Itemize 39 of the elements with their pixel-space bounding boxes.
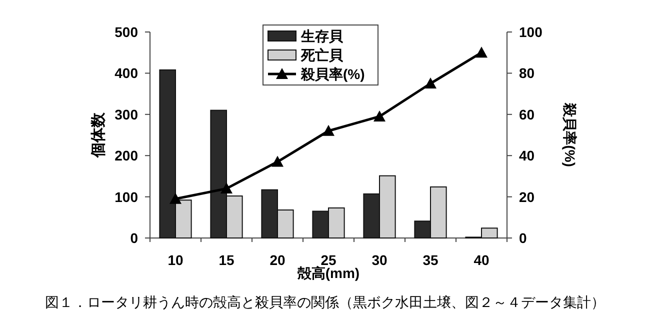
x-tick-label: 40: [474, 252, 490, 268]
y-axis-title: 個体数: [90, 112, 107, 158]
x-tick-label: 20: [270, 252, 286, 268]
y2-tick-label: 40: [519, 148, 535, 164]
bar: [414, 220, 431, 238]
y-tick-label: 100: [114, 188, 138, 205]
point: [424, 78, 436, 88]
y-tick-label: 500: [114, 24, 138, 40]
x-tick-label: 30: [372, 252, 388, 268]
bar: [312, 210, 329, 238]
x-tick-label: 35: [422, 252, 438, 268]
bar: [159, 69, 176, 238]
bar: [363, 193, 380, 238]
point: [170, 192, 182, 204]
point: [322, 124, 334, 136]
bar: [210, 110, 227, 238]
x-axis-title: 殻高(mm): [296, 265, 360, 281]
y-tick-label: 300: [114, 106, 138, 122]
y-tick-label: 400: [114, 65, 138, 82]
y2-axis-title: 殺貝率(%): [562, 102, 578, 167]
x-tick-label: 10: [168, 252, 184, 268]
point: [374, 110, 386, 122]
legend-label: 生存貝: [300, 28, 344, 44]
bar: [261, 189, 278, 238]
y2-tick-label: 0: [519, 230, 527, 246]
caption: 図１．ロータリ耕うん時の殻高と殺貝率の関係（黒ボク水田土壌、図２～４データ集計）: [45, 295, 605, 311]
y2-tick-label: 20: [519, 188, 535, 205]
point: [272, 156, 284, 167]
y-tick-label: 200: [114, 148, 138, 164]
y2-tick-label: 60: [519, 106, 535, 122]
x-tick-label: 25: [320, 252, 336, 268]
y2-tick-label: 80: [519, 65, 535, 82]
legend-label: 殺貝率(%): [300, 66, 365, 82]
y2-tick-label: 100: [519, 24, 543, 40]
point: [220, 182, 232, 194]
x-tick-label: 15: [218, 252, 234, 268]
legend-label: 死亡貝: [300, 47, 344, 63]
y-tick-label: 0: [130, 230, 138, 246]
point: [476, 46, 488, 58]
